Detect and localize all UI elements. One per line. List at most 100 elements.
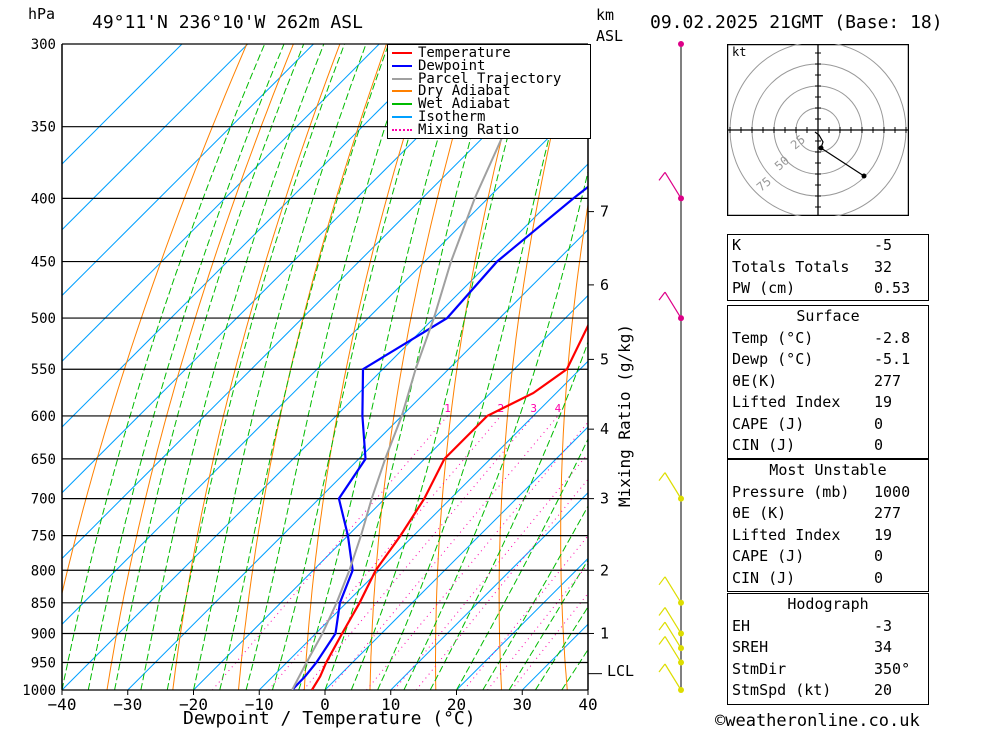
wet-adiabat-line (62, 44, 266, 690)
legend-label: Mixing Ratio (418, 121, 520, 138)
pressure-tick-label: 850 (31, 596, 56, 612)
k-index-value: -5 (874, 236, 893, 254)
wind-barb-flag (658, 171, 666, 181)
pressure-tick-label: 650 (31, 452, 56, 468)
wet-adiabat-line (245, 44, 413, 690)
dry-adiabat-line (678, 44, 713, 690)
legend-item: Temperature (392, 46, 511, 60)
x-tick-label: 30 (513, 695, 532, 714)
mu-thetae-value: 277 (874, 504, 902, 522)
eh-label: EH (732, 616, 751, 635)
wind-barb-flag (658, 607, 666, 616)
mixing-ratio-line (328, 415, 559, 690)
mu-thetae-label: θE (K) (732, 504, 787, 522)
pressure-tick-label: 400 (31, 191, 56, 207)
eh-value: -3 (874, 616, 893, 635)
datetime-title: 09.02.2025 21GMT (Base: 18) (650, 12, 943, 33)
legend-item: Dewpoint (392, 59, 485, 73)
location-title: 49°11'N 236°10'W 262m ASL (92, 12, 363, 33)
pressure-tick-label: 700 (31, 492, 56, 508)
x-tick-label: −40 (48, 695, 77, 714)
hodograph-end-point (861, 173, 867, 179)
surface-cin-value: 0 (874, 436, 884, 454)
sreh-value: 34 (874, 638, 893, 656)
totals-label: Totals Totals (732, 257, 850, 276)
pressure-tick-label: 750 (31, 529, 56, 545)
lcl-label: LCL (607, 662, 635, 680)
mixing-ratio-tick-label: 3 (530, 402, 537, 415)
isotherm-line (62, 44, 577, 560)
km-tick-label: 2 (600, 561, 609, 579)
mu-title: Most Unstable (769, 461, 887, 479)
legend-label: Wet Adiabat (418, 96, 511, 113)
stmspd-label: StmSpd (kt) (732, 681, 832, 699)
pressure-tick-label: 500 (31, 311, 56, 327)
mixing-ratio-line (366, 421, 588, 690)
credit-link[interactable]: ©weatheronline.co.uk (715, 711, 920, 731)
isotherm-line (390, 492, 588, 690)
dry-adiabat-line (172, 44, 341, 690)
surface-table: Surface Temp (°C) -2.8 Dewp (°C) -5.1 θE(K… (727, 305, 929, 459)
mixing-ratio-line (487, 563, 588, 690)
pressure-tick-label: 600 (31, 409, 56, 425)
km-tick-label: 3 (600, 490, 609, 508)
totals-value: 32 (874, 257, 893, 276)
isotherm-line (62, 44, 249, 231)
isotherm-line (62, 44, 512, 494)
mu-cape-value: 0 (874, 547, 884, 565)
mu-pressure-label: Pressure (mb) (732, 482, 850, 501)
mu-cin-value: 0 (874, 568, 884, 587)
mixing-ratio-line (393, 452, 588, 690)
legend-swatch (392, 116, 412, 118)
km-tick-label: 4 (600, 420, 609, 438)
pressure-tick-label: 450 (31, 255, 56, 271)
surface-thetae-label: θE(K) (732, 371, 778, 390)
mixing-ratio-tick-label: 10 (633, 402, 646, 415)
x-axis-label: Dewpoint / Temperature (°C) (183, 708, 476, 729)
wind-barb-shaft (664, 291, 682, 319)
wet-adiabat-line (456, 437, 588, 690)
surface-thetae-value: 277 (874, 371, 902, 390)
isotherm-line (62, 44, 183, 165)
x-tick-label: 0 (320, 695, 330, 714)
km-tick-label: 6 (600, 276, 609, 294)
legend-item: Isotherm (392, 110, 485, 124)
wet-adiabat-line (298, 44, 467, 690)
mu-cape-label: CAPE (J) (732, 547, 805, 565)
legend-swatch (392, 52, 412, 54)
pressure-tick-label: 300 (31, 37, 56, 53)
x-tick-label: −10 (245, 695, 274, 714)
parcel-trajectory-line (291, 44, 552, 690)
isotherm-line (258, 360, 588, 690)
temperature-line (310, 323, 588, 690)
wet-adiabat-line (271, 44, 439, 690)
wind-barb-flag (658, 636, 666, 645)
isotherm-line (456, 557, 588, 690)
x-tick-label: 20 (447, 695, 466, 714)
mixing-ratio-tick-label: 1 (444, 402, 451, 415)
stmspd-value: 20 (874, 681, 893, 699)
chart-legend: Temperature Dewpoint Parcel Trajectory Dry … (387, 44, 591, 139)
km-unit-label: km (596, 6, 615, 24)
dry-adiabat-line (560, 201, 588, 690)
isotherm-line (62, 44, 314, 297)
hodograph-trace (814, 131, 865, 177)
wet-adiabat-line (377, 44, 574, 690)
wind-barb-flag (658, 472, 666, 481)
mu-li-value: 19 (874, 525, 893, 544)
indices-table: K -5 Totals Totals 32 PW (cm) 0.53 (727, 234, 929, 301)
surface-cape-label: CAPE (J) (732, 414, 805, 433)
dry-adiabat-line (106, 44, 294, 690)
surface-dewp-label: Dewp (°C) (732, 350, 814, 368)
wind-barb-shaft (664, 621, 682, 649)
pressure-tick-label: 950 (31, 655, 56, 671)
stmdir-value: 350° (874, 659, 911, 678)
x-tick-label: −30 (113, 695, 142, 714)
mu-pressure-value: 1000 (874, 482, 911, 501)
wet-adiabat-line (324, 44, 499, 690)
mixing-ratio-tick-label: 16 (678, 402, 691, 415)
hodograph-storm-point (818, 145, 824, 151)
wind-barb-flag (658, 291, 666, 301)
